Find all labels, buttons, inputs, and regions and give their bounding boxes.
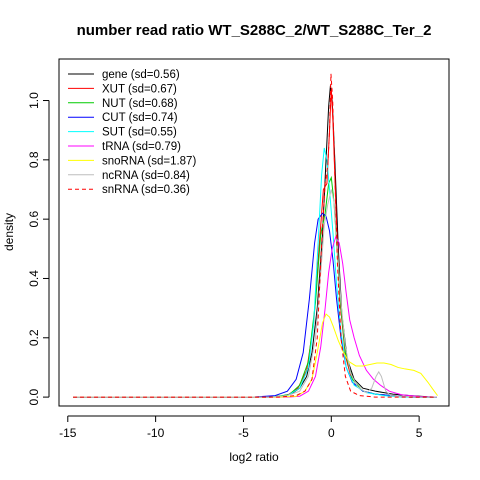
legend-label-7: ncRNA (sd=0.84) — [102, 170, 190, 182]
x-tick-label: -10 — [147, 426, 165, 440]
series-line-7 — [73, 189, 437, 398]
y-tick-label: 0.0 — [27, 388, 41, 405]
y-tick-label: 0.2 — [27, 329, 41, 346]
y-tick-label: 0.6 — [27, 210, 41, 227]
series-line-2 — [73, 175, 437, 398]
x-tick-label: -5 — [238, 426, 249, 440]
x-tick-label: 0 — [328, 426, 335, 440]
x-tick-label: -15 — [59, 426, 77, 440]
legend-label-4: SUT (sd=0.55) — [102, 127, 177, 139]
legend-label-2: NUT (sd=0.68) — [102, 98, 178, 110]
legend-label-0: gene (sd=0.56) — [102, 69, 180, 81]
y-axis-label: density — [2, 213, 16, 251]
series-line-3 — [73, 212, 437, 398]
series-line-8 — [73, 73, 437, 398]
x-axis: -15 -10 -5 0 5 — [59, 415, 423, 440]
plot-frame — [58, 58, 450, 407]
y-tick-label: 0.4 — [27, 270, 41, 287]
legend-label-3: CUT (sd=0.74) — [102, 112, 178, 124]
series-line-6 — [73, 313, 438, 398]
chart-title: number read ratio WT_S288C_2/WT_S288C_Te… — [77, 22, 432, 39]
x-axis-label: log2 ratio — [229, 450, 279, 464]
x-tick-label: 5 — [416, 426, 423, 440]
legend-label-6: snoRNA (sd=1.87) — [102, 155, 196, 167]
legend-label-5: tRNA (sd=0.79) — [102, 141, 181, 153]
series-lines — [73, 73, 438, 398]
legend-label-1: XUT (sd=0.67) — [102, 83, 177, 95]
legend: gene (sd=0.56) XUT (sd=0.67) NUT (sd=0.68)… — [68, 69, 196, 196]
y-tick-label: 0.8 — [27, 151, 41, 168]
legend-label-8: snRNA (sd=0.36) — [102, 184, 190, 196]
y-axis: 0.0 0.2 0.4 0.6 0.8 1.0 — [27, 92, 50, 405]
series-line-5 — [73, 235, 437, 398]
y-tick-label: 1.0 — [27, 92, 41, 109]
